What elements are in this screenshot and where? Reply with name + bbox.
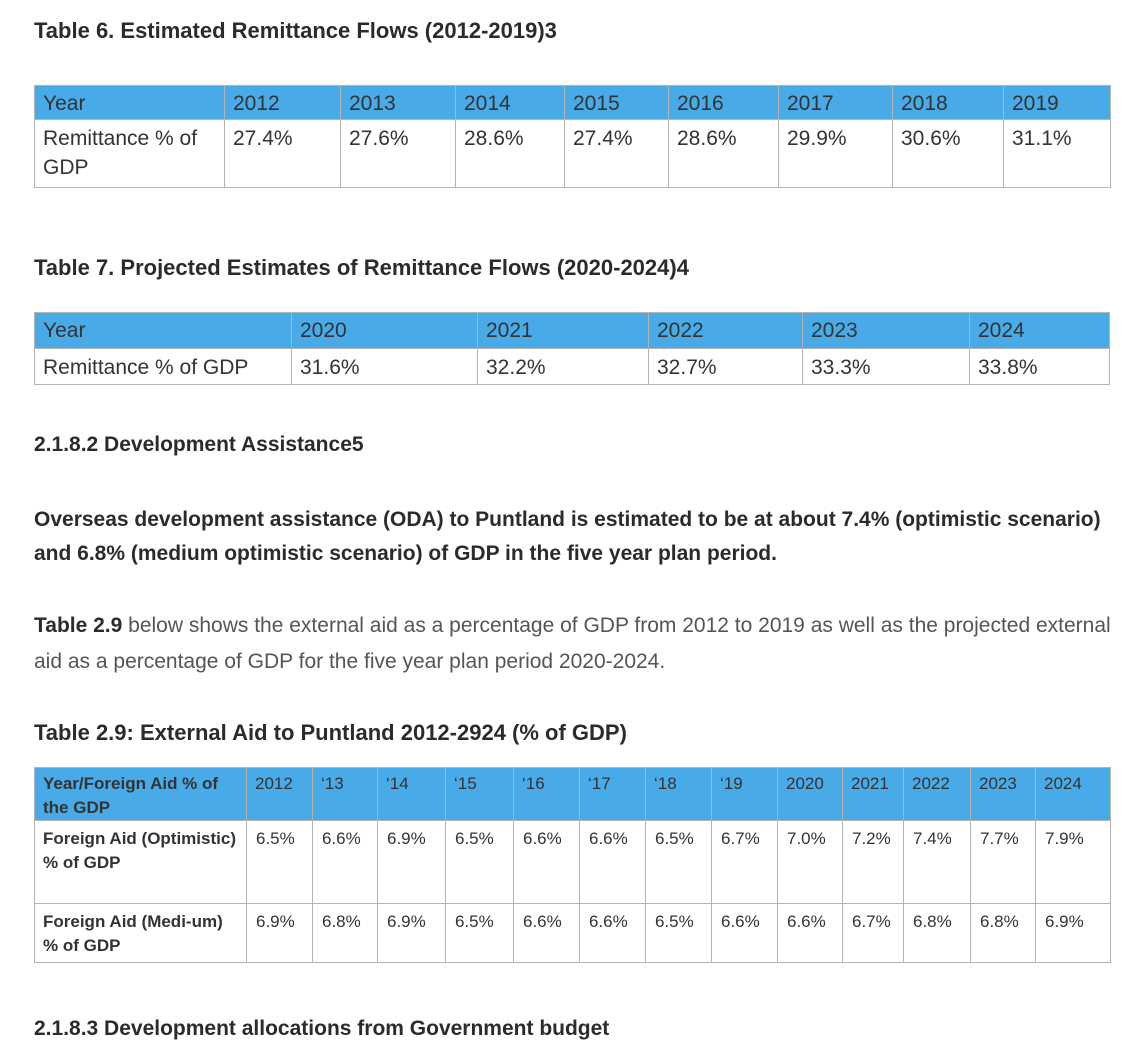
- table-7-value-cell: 33.3%: [802, 348, 970, 385]
- table-2-9-value-cell: 6.6%: [711, 903, 778, 963]
- table-6-row-label: Remittance % of GDP: [34, 119, 225, 188]
- table-row: Foreign Aid (Optimistic) % of GDP 6.5% 6…: [34, 820, 1111, 904]
- table-2-9-year-cell: 2022: [903, 767, 971, 821]
- table-2-9-year-cell: 2023: [970, 767, 1036, 821]
- table-2-9-value-cell: 6.6%: [777, 903, 843, 963]
- table-7-value-cell: 33.8%: [969, 348, 1110, 385]
- table-6-value-cell: 28.6%: [455, 119, 565, 188]
- table-2-9-value-cell: 7.4%: [903, 820, 971, 904]
- table-2-9-intro-paragraph: Table 2.9 below shows the external aid a…: [34, 608, 1114, 680]
- table-6-year-cell: 2014: [455, 85, 565, 120]
- table-2-9-year-cell: ‘15: [445, 767, 514, 821]
- table-2-9-value-cell: 6.8%: [970, 903, 1036, 963]
- table-2-9-value-cell: 6.6%: [312, 820, 378, 904]
- table-row: Foreign Aid (Medi-um) % of GDP 6.9% 6.8%…: [34, 903, 1111, 963]
- table-6-value-cell: 27.4%: [224, 119, 341, 188]
- table-2-9-year-cell: ‘16: [513, 767, 580, 821]
- table-2-9-year-cell: ‘18: [645, 767, 712, 821]
- table-2-9-year-cell: ‘19: [711, 767, 778, 821]
- table-row: Remittance % of GDP 31.6% 32.2% 32.7% 33…: [34, 348, 1110, 385]
- table-6-value-cell: 28.6%: [668, 119, 779, 188]
- table-2-9-value-cell: 6.5%: [645, 820, 712, 904]
- table-6: Year 2012 2013 2014 2015 2016 2017 2018 …: [34, 85, 1111, 188]
- table-7-header-label: Year: [34, 312, 292, 349]
- table-2-9-year-cell: 2012: [246, 767, 313, 821]
- table-7-year-cell: 2024: [969, 312, 1110, 349]
- table-2-9-header-row: Year/Foreign Aid % of the GDP 2012 ‘13 ‘…: [34, 767, 1111, 821]
- table-6-value-cell: 27.4%: [564, 119, 669, 188]
- table-2-9-value-cell: 6.9%: [1035, 903, 1111, 963]
- table-2-9-year-cell: ‘13: [312, 767, 378, 821]
- table-2-9-value-cell: 6.5%: [246, 820, 313, 904]
- table-7-value-cell: 31.6%: [291, 348, 478, 385]
- table-7-year-cell: 2022: [648, 312, 803, 349]
- table-2-9-value-cell: 7.9%: [1035, 820, 1111, 904]
- table-6-year-cell: 2017: [778, 85, 893, 120]
- table-2-9-value-cell: 6.6%: [513, 820, 580, 904]
- table-2-9-year-cell: 2024: [1035, 767, 1111, 821]
- table-7-value-cell: 32.2%: [477, 348, 649, 385]
- table-7-header-row: Year 2020 2021 2022 2023 2024: [34, 312, 1110, 349]
- table-6-caption: Table 6. Estimated Remittance Flows (201…: [34, 18, 557, 43]
- table-7-year-cell: 2023: [802, 312, 970, 349]
- table-2-9-value-cell: 7.7%: [970, 820, 1036, 904]
- table-6-value-cell: 27.6%: [340, 119, 456, 188]
- table-2-9-value-cell: 6.5%: [445, 903, 514, 963]
- table-6-header-row: Year 2012 2013 2014 2015 2016 2017 2018 …: [34, 85, 1111, 120]
- table-2-9-year-cell: ‘17: [579, 767, 646, 821]
- table-2-9-year-cell: 2021: [842, 767, 904, 821]
- table-2-9-caption: Table 2.9: External Aid to Puntland 2012…: [34, 720, 627, 745]
- table-7-year-cell: 2021: [477, 312, 649, 349]
- table-2-9-value-cell: 6.5%: [645, 903, 712, 963]
- table-6-year-cell: 2019: [1003, 85, 1111, 120]
- table-2-9-value-cell: 6.5%: [445, 820, 514, 904]
- table-2-9-header-label: Year/Foreign Aid % of the GDP: [34, 767, 247, 821]
- table-reference: Table 2.9: [34, 614, 123, 637]
- table-7-year-cell: 2020: [291, 312, 478, 349]
- table-2-9-value-cell: 6.9%: [377, 903, 446, 963]
- table-2-9-value-cell: 7.0%: [777, 820, 843, 904]
- table-2-9-value-cell: 6.6%: [579, 820, 646, 904]
- table-6-value-cell: 31.1%: [1003, 119, 1111, 188]
- table-6-value-cell: 29.9%: [778, 119, 893, 188]
- table-2-9-value-cell: 6.7%: [711, 820, 778, 904]
- table-2-9-value-cell: 6.7%: [842, 903, 904, 963]
- table-2-9-value-cell: 6.9%: [377, 820, 446, 904]
- table-2-9-value-cell: 6.9%: [246, 903, 313, 963]
- table-6-header-label: Year: [34, 85, 225, 120]
- table-row: Remittance % of GDP 27.4% 27.6% 28.6% 27…: [34, 119, 1111, 188]
- table-6-year-cell: 2013: [340, 85, 456, 120]
- section-heading-development-allocations: 2.1.8.3 Development allocations from Gov…: [34, 1017, 610, 1040]
- paragraph-text: below shows the external aid as a percen…: [34, 614, 1111, 673]
- table-6-year-cell: 2015: [564, 85, 669, 120]
- oda-summary-paragraph: Overseas development assistance (ODA) to…: [34, 508, 1101, 565]
- table-2-9-value-cell: 6.6%: [513, 903, 580, 963]
- table-2-9-value-cell: 6.8%: [903, 903, 971, 963]
- table-2-9-value-cell: 6.8%: [312, 903, 378, 963]
- table-2-9-row-label: Foreign Aid (Optimistic) % of GDP: [34, 820, 247, 904]
- table-6-year-cell: 2016: [668, 85, 779, 120]
- table-7-row-label: Remittance % of GDP: [34, 348, 292, 385]
- table-2-9-value-cell: 6.6%: [579, 903, 646, 963]
- section-heading-development-assistance: 2.1.8.2 Development Assistance5: [34, 433, 364, 456]
- table-7: Year 2020 2021 2022 2023 2024 Remittance…: [34, 312, 1110, 385]
- table-2-9-year-cell: ‘14: [377, 767, 446, 821]
- table-6-year-cell: 2012: [224, 85, 341, 120]
- table-2-9: Year/Foreign Aid % of the GDP 2012 ‘13 ‘…: [34, 767, 1111, 963]
- table-2-9-year-cell: 2020: [777, 767, 843, 821]
- table-7-value-cell: 32.7%: [648, 348, 803, 385]
- table-7-caption: Table 7. Projected Estimates of Remittan…: [34, 255, 689, 280]
- table-6-year-cell: 2018: [892, 85, 1004, 120]
- table-2-9-row-label: Foreign Aid (Medi-um) % of GDP: [34, 903, 247, 963]
- table-2-9-value-cell: 7.2%: [842, 820, 904, 904]
- table-6-value-cell: 30.6%: [892, 119, 1004, 188]
